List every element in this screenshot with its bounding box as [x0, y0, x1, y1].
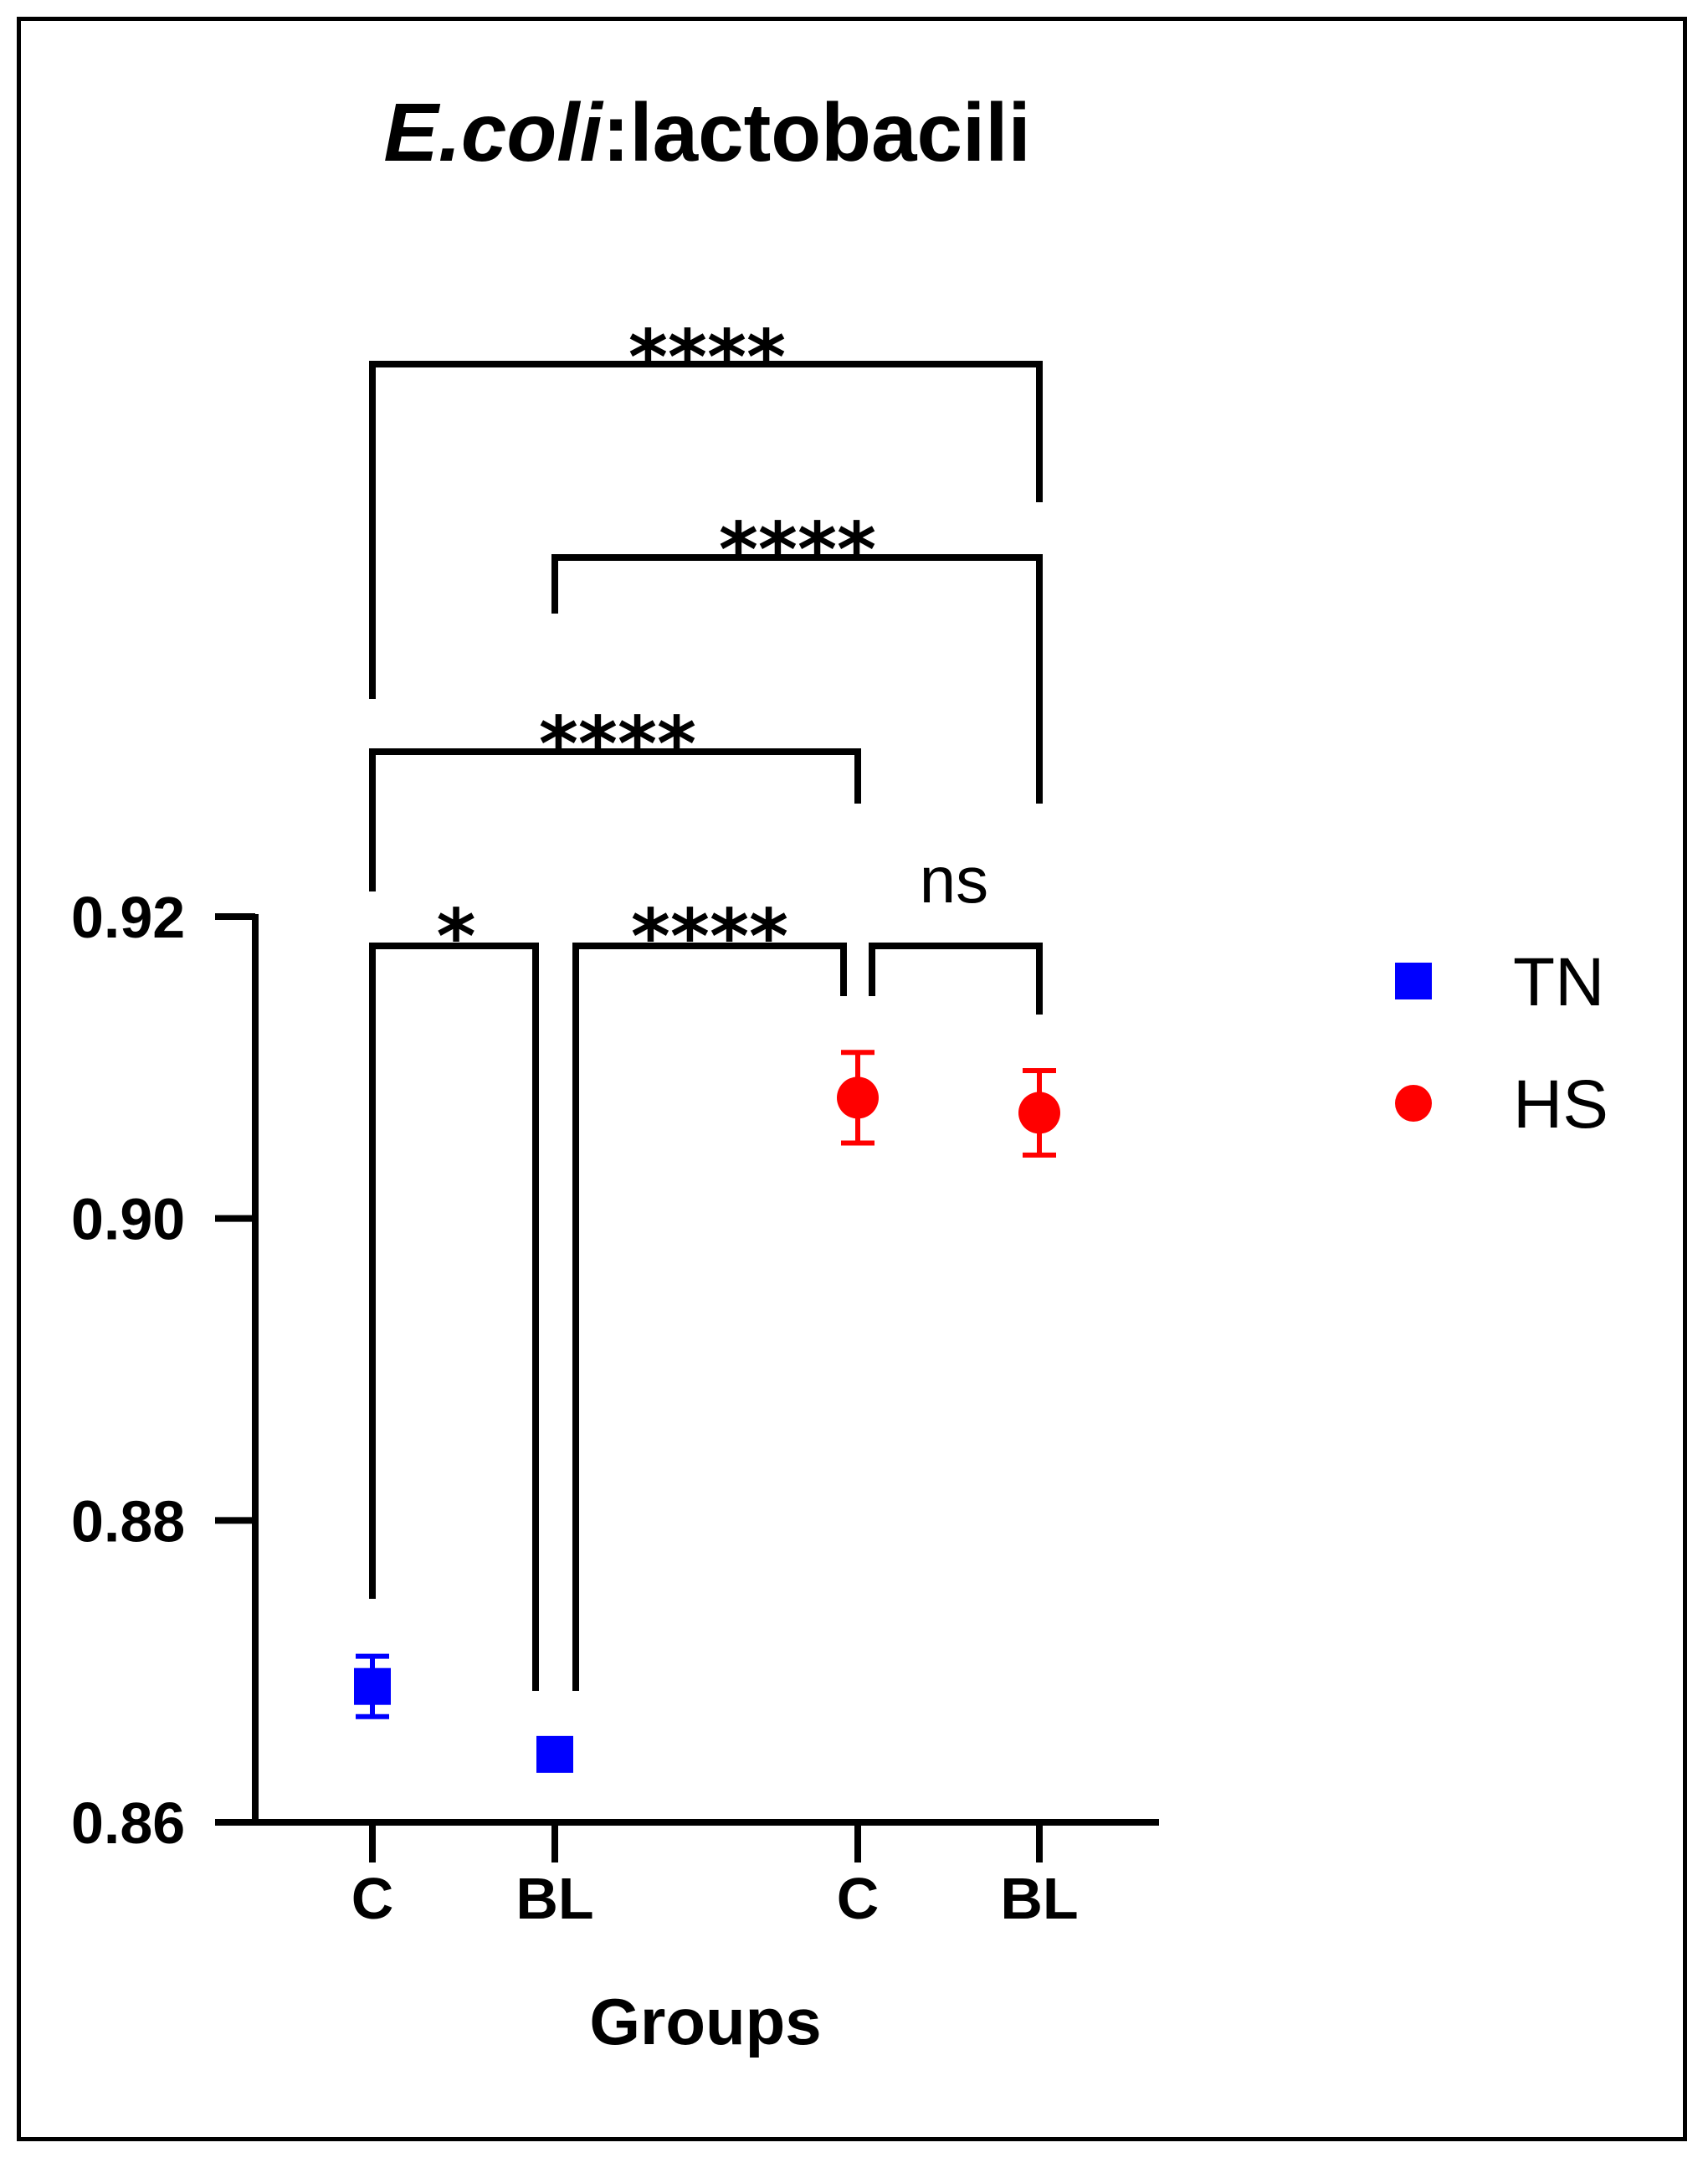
data-point-hs	[1018, 1092, 1060, 1134]
legend-label-hs: HS	[1513, 1066, 1608, 1143]
x-axis-label: Groups	[589, 1985, 821, 2058]
significance-bracket	[369, 361, 1043, 699]
significance-label: ****	[719, 506, 876, 594]
significance-bracket	[369, 943, 539, 1691]
x-tick-label: C	[351, 1866, 394, 1931]
significance-bracket	[572, 943, 847, 1691]
y-tick-label: 0.92	[71, 885, 185, 950]
y-tick-label: 0.88	[71, 1488, 185, 1554]
legend-label-tn: TN	[1513, 944, 1604, 1020]
y-tick-label: 0.90	[71, 1187, 185, 1252]
significance-label: *	[436, 893, 475, 981]
significance-bracket	[869, 943, 1043, 1015]
significance-label: ****	[628, 314, 786, 402]
data-point-hs	[837, 1076, 879, 1119]
axes: 0.86 0.88 0.90 0.92 C BL C BL	[71, 885, 1159, 1931]
chart-title: E.coli:lactobacili	[383, 86, 1030, 178]
legend: TN HS	[1395, 944, 1608, 1143]
chart-title-italic: E.coli	[383, 86, 603, 178]
x-tick-label: C	[837, 1866, 880, 1931]
significance-bracket	[369, 748, 861, 891]
y-tick-label: 0.86	[71, 1791, 185, 1856]
x-tick-label: BL	[515, 1866, 593, 1931]
data-point-tn	[354, 1667, 391, 1705]
significance-bracket	[551, 554, 1043, 804]
data-marks	[354, 1050, 1060, 1773]
legend-marker-hs	[1395, 1085, 1432, 1122]
data-point-tn	[536, 1735, 573, 1773]
chart-title-rest: :lactobacili	[603, 86, 1031, 178]
significance-label: ****	[539, 701, 696, 789]
x-tick-label: BL	[1000, 1866, 1078, 1931]
significance-brackets: * ****ns************	[369, 314, 1043, 1691]
significance-label: ****	[631, 893, 788, 981]
legend-marker-tn	[1395, 963, 1432, 999]
significance-label: ns	[920, 843, 988, 917]
